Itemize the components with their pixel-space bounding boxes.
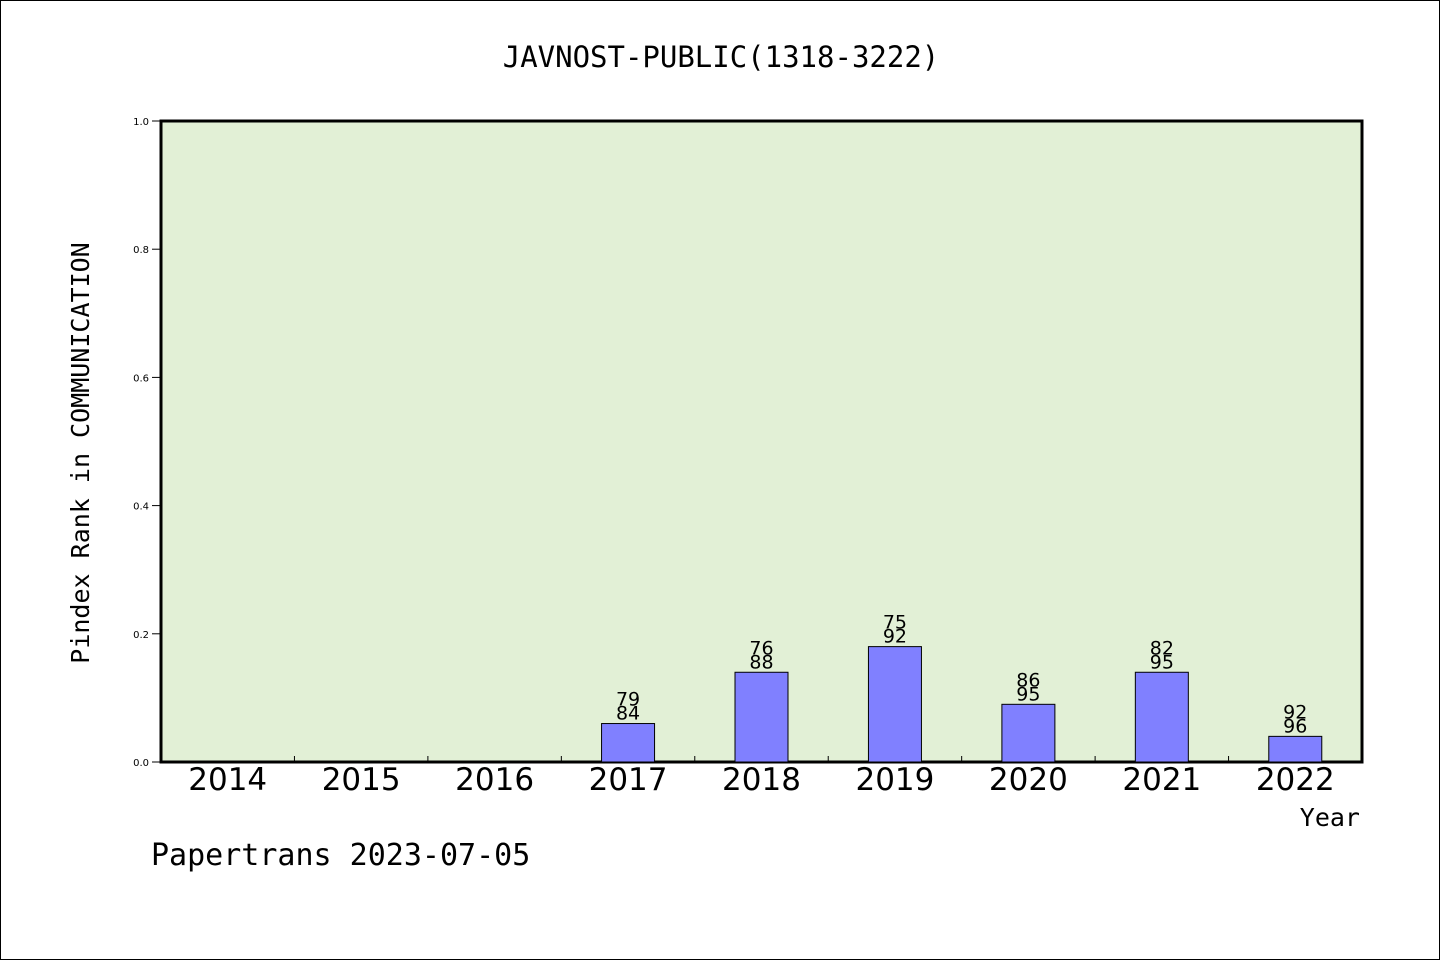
bar-label-top: 92 <box>1283 701 1307 723</box>
bar-label-bottom: 92 <box>883 626 907 648</box>
x-tick-label: 2022 <box>1256 762 1335 798</box>
y-tick-label: 0.0 <box>133 758 149 769</box>
plot-area <box>159 119 1364 764</box>
y-tick-label: 0.6 <box>133 373 149 384</box>
bar-label-bottom: 95 <box>1016 683 1040 705</box>
x-tick-label: 2015 <box>322 762 401 798</box>
x-axis: 2014 2015 2016 2017 2018 2019 2020 2021 2022 <box>188 756 1335 798</box>
x-tick-label: 2019 <box>855 762 934 798</box>
x-tick-label: 2017 <box>589 762 668 798</box>
y-tick-label: 0.2 <box>133 630 149 641</box>
bar-label-top: 82 <box>1150 637 1174 659</box>
x-tick-label: 2021 <box>1122 762 1201 798</box>
bar <box>1268 735 1323 763</box>
bar <box>867 646 922 763</box>
bar-label-top: 79 <box>616 689 640 711</box>
bar <box>734 671 789 763</box>
footer-credit: Papertrans 2023-07-05 <box>151 838 530 873</box>
y-axis-label: Pindex Rank in COMMUNICATION <box>66 242 95 663</box>
bar-label-top: 86 <box>1016 669 1040 691</box>
x-tick-label: 2018 <box>722 762 801 798</box>
y-tick-label: 0.4 <box>133 502 149 513</box>
y-axis: 0.0 0.2 0.4 0.6 0.8 1.0 <box>133 117 161 769</box>
chart-title: JAVNOST-PUBLIC(1318-3222) <box>503 40 940 74</box>
bar <box>601 723 656 763</box>
bar-label-bottom: 95 <box>1150 651 1174 673</box>
bar-label-bottom: 88 <box>749 651 773 673</box>
bar-label-bottom: 96 <box>1283 715 1307 737</box>
bar <box>1001 703 1056 763</box>
x-tick-label: 2014 <box>188 762 267 798</box>
y-tick-label: 1.0 <box>133 117 149 128</box>
bar-label-top: 75 <box>883 612 907 634</box>
x-tick-label: 2020 <box>989 762 1068 798</box>
y-tick-label: 0.8 <box>133 245 149 256</box>
bar-label-bottom: 84 <box>616 703 640 725</box>
bar-label-top: 76 <box>749 637 773 659</box>
x-axis-label: Year <box>1300 803 1360 832</box>
x-tick-label: 2016 <box>455 762 534 798</box>
bar <box>1134 671 1189 763</box>
